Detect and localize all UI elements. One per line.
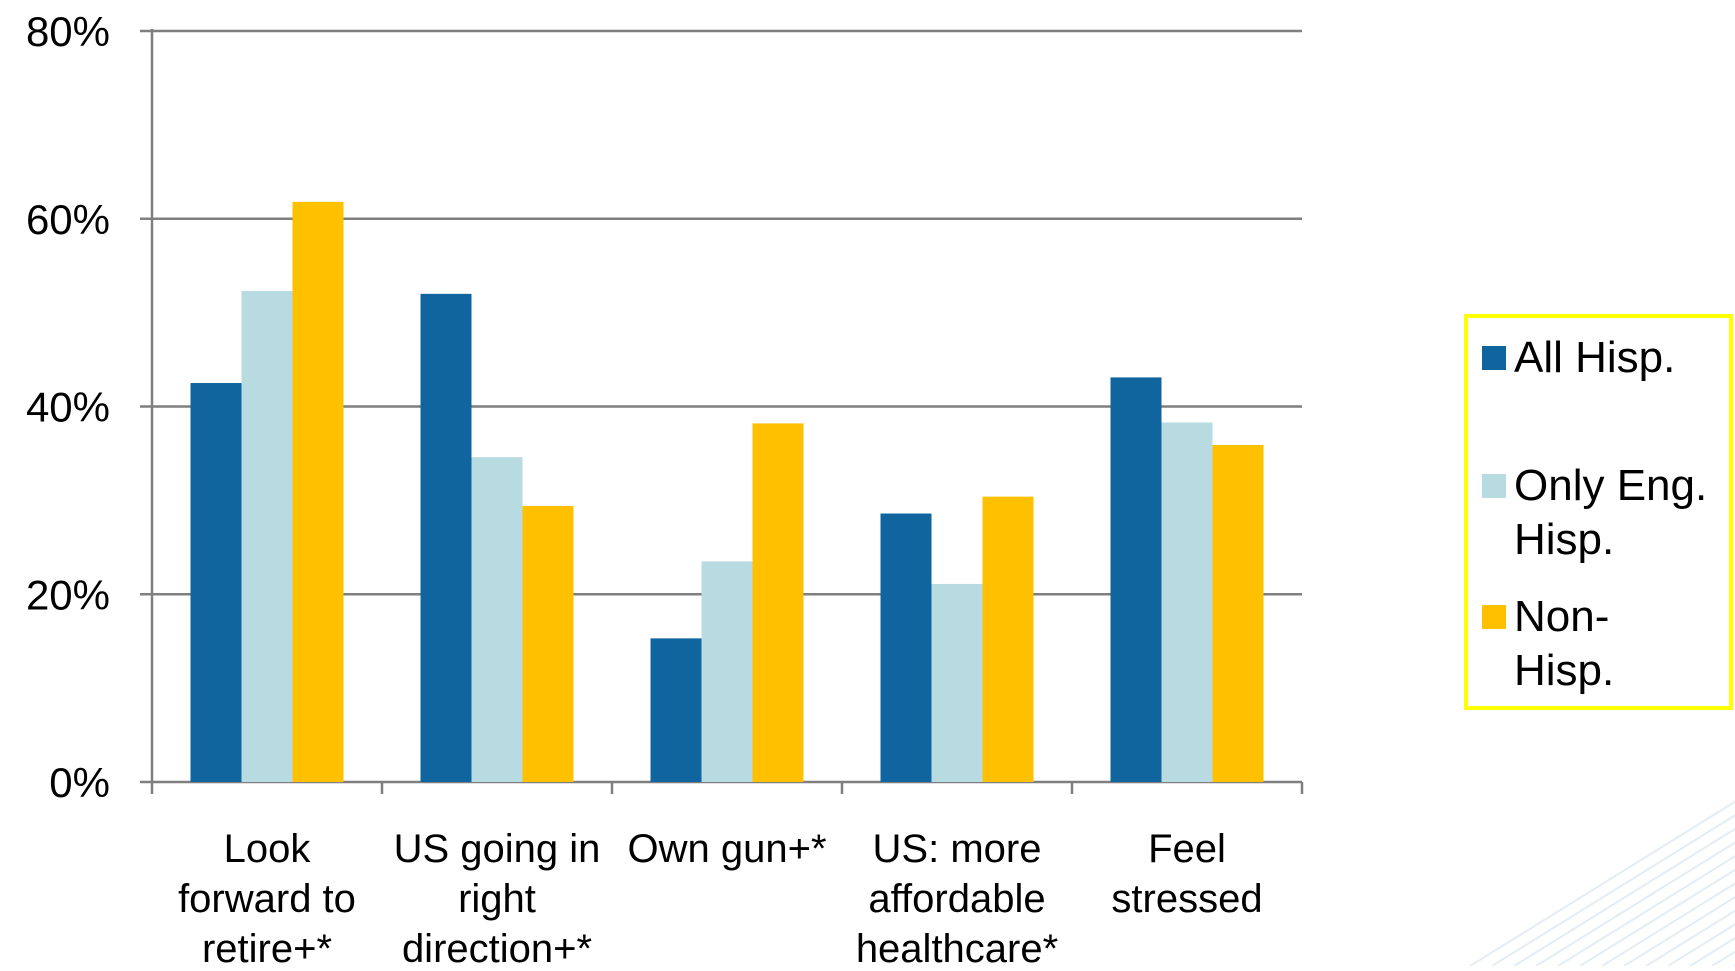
x-category-label-line: Look: [224, 827, 312, 871]
legend-label-line: All Hisp.: [1514, 333, 1675, 382]
legend-label-line: Hisp.: [1514, 646, 1614, 695]
decor-stripe: [1491, 814, 1735, 967]
x-category-label-line: US: more: [873, 827, 1042, 871]
x-category-label-line: forward to: [178, 877, 356, 921]
x-category-label-line: retire+*: [202, 927, 332, 966]
decor-stripe: [1667, 923, 1735, 967]
legend-swatch: [1482, 474, 1506, 498]
x-category-label-line: affordable: [868, 877, 1045, 921]
y-tick-label: 80%: [26, 8, 110, 55]
x-category-label: Own gun+*: [627, 827, 826, 871]
legend-label-line: Non-: [1514, 592, 1609, 641]
legend-label-line: Only Eng.: [1514, 461, 1707, 510]
legend-label: Only Eng. Hisp.: [1514, 461, 1707, 564]
bar-non-hisp: [522, 506, 574, 782]
decor-stripe: [1557, 855, 1735, 967]
bar-only-eng-hisp: [701, 561, 753, 782]
x-category-label: US: more affordable healthcare*: [856, 827, 1058, 966]
bar-all-hisp: [420, 293, 472, 782]
bar-non-hisp: [752, 423, 804, 782]
decor-stripe: [1579, 868, 1735, 967]
legend: All Hisp. Only Eng. Hisp. Non- Hisp.: [1464, 314, 1733, 710]
x-category-label-line: right: [458, 877, 536, 921]
bar-only-eng-hisp: [931, 583, 983, 782]
legend-label: All Hisp.: [1514, 333, 1675, 382]
x-category-label: US going in right direction+*: [394, 827, 601, 966]
y-tick-label: 0%: [49, 759, 110, 806]
bar-only-eng-hisp: [1161, 422, 1213, 782]
bar-non-hisp: [1212, 444, 1264, 782]
bar-non-hisp: [292, 201, 344, 783]
x-category-label: Look forward to retire+*: [178, 827, 356, 966]
y-tick-label: 40%: [26, 384, 110, 431]
bar-only-eng-hisp: [471, 457, 523, 782]
y-tick-labels: 0% 20% 40% 60% 80%: [26, 8, 110, 806]
x-category-label-line: healthcare*: [856, 927, 1058, 966]
bar-only-eng-hisp: [241, 291, 293, 782]
bar-all-hisp: [650, 638, 702, 782]
x-category-label-line: Own gun+*: [627, 827, 826, 871]
decor-stripe: [1601, 882, 1735, 967]
legend-box: [1464, 314, 1733, 710]
bar-all-hisp: [190, 383, 242, 782]
x-category-label-line: stressed: [1111, 877, 1262, 921]
x-category-label: Feel stressed: [1111, 827, 1262, 921]
legend-swatch: [1482, 346, 1506, 370]
decor-stripe: [1645, 909, 1735, 967]
background-decoration: [1469, 800, 1735, 967]
legend-label: Non- Hisp.: [1514, 592, 1614, 695]
y-tick-label: 60%: [26, 196, 110, 243]
bars: [190, 201, 1264, 783]
y-tick-label: 20%: [26, 571, 110, 618]
bar-non-hisp: [982, 496, 1034, 782]
bar-all-hisp: [1110, 377, 1162, 782]
decor-stripe: [1535, 841, 1735, 967]
legend-swatch: [1482, 605, 1506, 629]
bar-all-hisp: [880, 513, 932, 782]
decor-stripe: [1623, 896, 1735, 967]
x-category-labels: Look forward to retire+* US going in right di…: [178, 827, 1263, 971]
x-category-label-line: US going in: [394, 827, 601, 871]
decor-stripe: [1513, 827, 1735, 967]
legend-label-line: Hisp.: [1514, 515, 1614, 564]
x-category-label-line: Feel: [1148, 827, 1226, 871]
decor-stripe: [1469, 800, 1735, 967]
x-category-label-line: direction+*: [402, 927, 592, 966]
